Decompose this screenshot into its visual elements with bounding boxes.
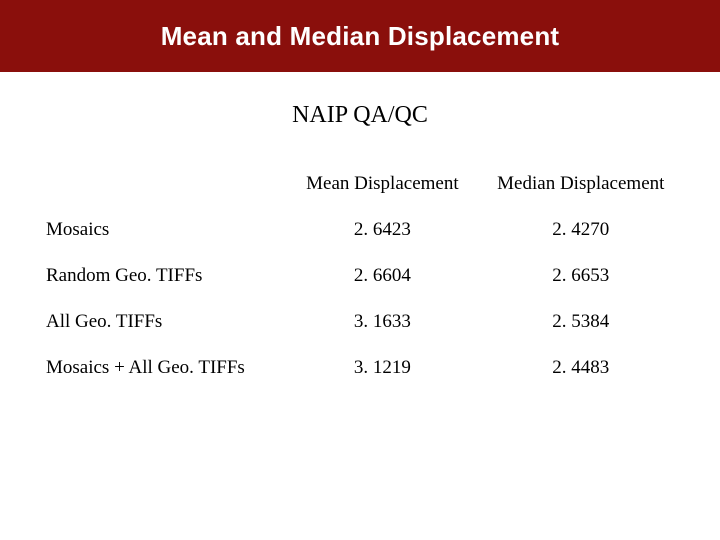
cell-median: 2. 4270 (482, 207, 680, 253)
title-bar: Mean and Median Displacement (0, 0, 720, 72)
col-header-mean: Mean Displacement (283, 161, 481, 207)
cell-mean: 3. 1219 (283, 345, 481, 391)
table-row: Mosaics + All Geo. TIFFs 3. 1219 2. 4483 (40, 345, 680, 391)
cell-mean: 2. 6604 (283, 253, 481, 299)
displacement-table-wrap: Mean Displacement Median Displacement Mo… (40, 161, 680, 391)
row-label: Mosaics (40, 207, 283, 253)
col-header-median: Median Displacement (482, 161, 680, 207)
table-row: Mosaics 2. 6423 2. 4270 (40, 207, 680, 253)
table-row: Random Geo. TIFFs 2. 6604 2. 6653 (40, 253, 680, 299)
page-title: Mean and Median Displacement (161, 21, 560, 52)
cell-median: 2. 5384 (482, 299, 680, 345)
table-row: All Geo. TIFFs 3. 1633 2. 5384 (40, 299, 680, 345)
row-label: Random Geo. TIFFs (40, 253, 283, 299)
row-label: All Geo. TIFFs (40, 299, 283, 345)
cell-median: 2. 6653 (482, 253, 680, 299)
cell-mean: 3. 1633 (283, 299, 481, 345)
row-label: Mosaics + All Geo. TIFFs (40, 345, 283, 391)
subtitle: NAIP QA/QC (0, 102, 720, 129)
displacement-table: Mean Displacement Median Displacement Mo… (40, 161, 680, 391)
cell-mean: 2. 6423 (283, 207, 481, 253)
cell-median: 2. 4483 (482, 345, 680, 391)
col-header-blank (40, 161, 283, 207)
table-header-row: Mean Displacement Median Displacement (40, 161, 680, 207)
